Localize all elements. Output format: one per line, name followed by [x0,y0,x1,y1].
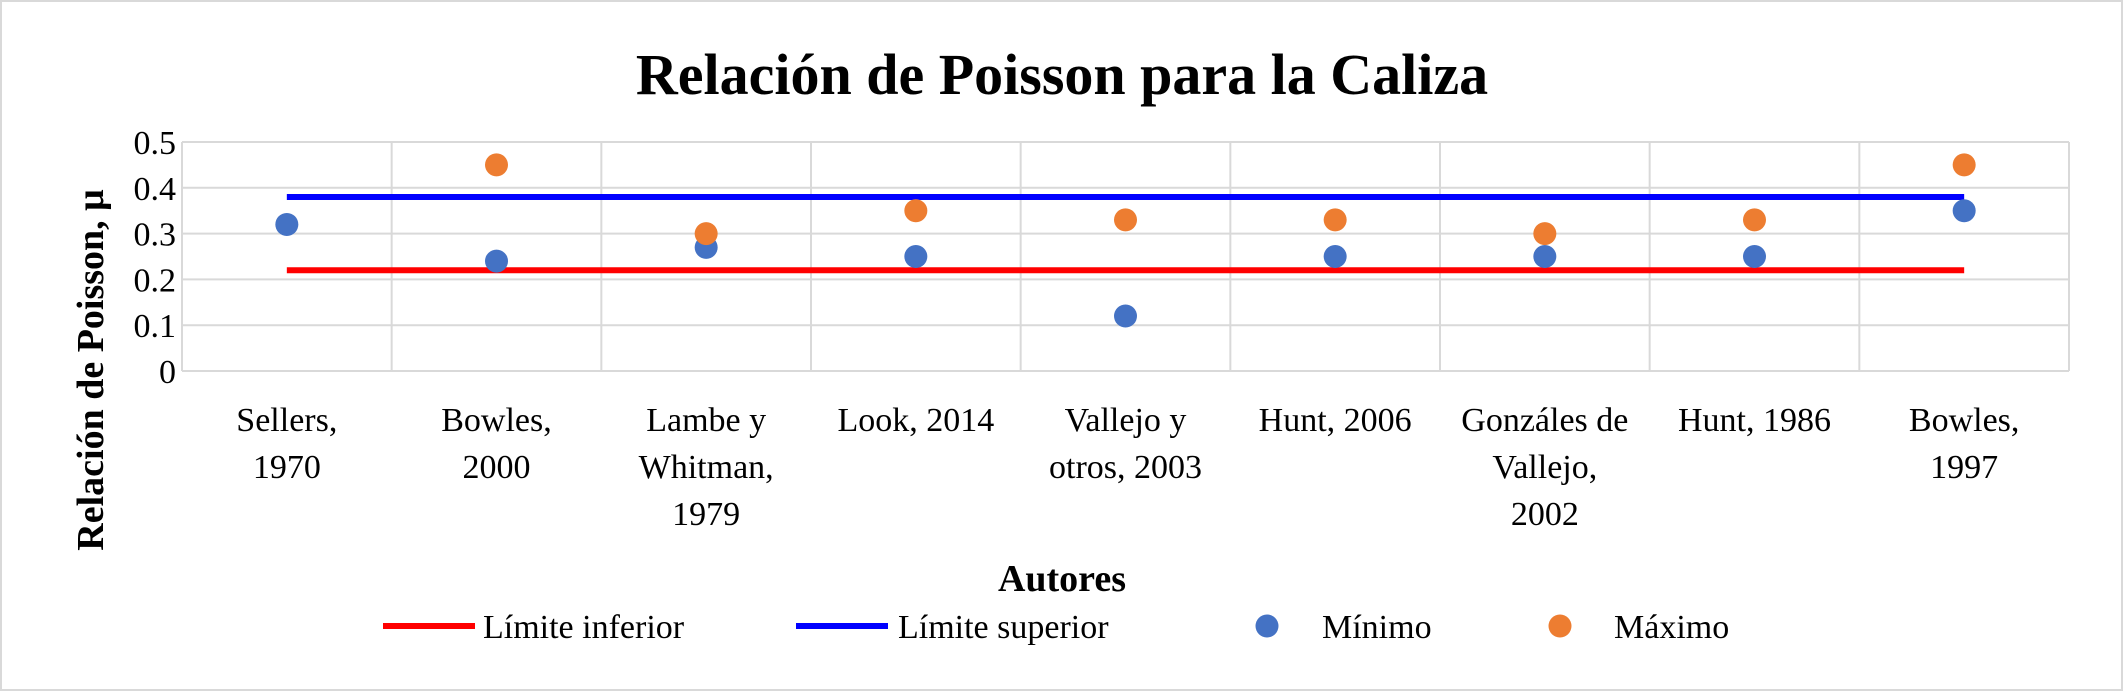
data-point [1743,245,1766,268]
data-point [1323,208,1347,232]
data-point [1533,222,1557,246]
legend-label: Límite inferior [483,609,685,646]
data-point [1952,153,1976,177]
x-tick-label-line: 1979 [672,496,740,533]
legend-label: Mínimo [1322,609,1432,646]
x-tick-label-line: Vallejo, [1492,449,1597,486]
data-point [485,153,508,177]
legend-entry: Máximo [1548,609,1729,646]
x-tick-label-line: 2000 [463,449,531,486]
legend: Límite inferior Límite superior Mínimo Máxi… [383,609,1729,646]
y-axis-title: Relación de Poisson, μ [70,189,112,551]
legend-swatch [1548,614,1572,638]
data-point [1743,208,1766,232]
data-point [1952,199,1976,223]
y-tick-label: 0.1 [134,308,177,345]
data-point [1533,245,1557,268]
plot-series [275,153,1976,328]
legend-entry: Mínimo [1255,609,1432,646]
x-tick-label: Look, 2014 [837,402,994,439]
x-tick-label: Vallejo y otros, 2003 [1049,402,1202,486]
x-tick-label-line: 1970 [253,449,321,486]
x-tick-label-line: 2002 [1511,496,1579,533]
chart-title: Relación de Poisson para la Caliza [636,42,1488,107]
legend-entry: Límite superior [796,609,1109,646]
x-tick-label: Bowles, 2000 [441,402,552,486]
x-tick-label-line: Bowles, [441,402,552,439]
x-tick-label-line: otros, 2003 [1049,449,1202,486]
y-tick-label: 0.3 [134,217,177,254]
x-tick-label-line: Vallejo y [1065,402,1187,439]
y-tick-labels: 0 0.1 0.2 0.3 0.4 0.5 [134,125,177,391]
legend-swatch [1255,614,1279,638]
data-point [1323,245,1347,268]
x-tick-label: Sellers, 1970 [236,402,337,486]
data-point [904,245,928,268]
x-tick-label-line: Hunt, 1986 [1678,402,1831,439]
x-tick-label-line: 1997 [1930,449,1998,486]
gridlines [181,141,2070,372]
data-point [694,222,718,246]
data-point [904,199,928,223]
legend-label: Máximo [1614,609,1729,646]
x-tick-label: Lambe y Whitman, 1979 [639,402,774,533]
x-tick-label-line: Bowles, [1909,402,2020,439]
y-tick-label: 0.2 [134,262,177,299]
x-tick-label-line: Hunt, 2006 [1259,402,1412,439]
data-point [1114,304,1137,328]
data-point [485,249,508,273]
x-tick-label: Hunt, 2006 [1259,402,1412,439]
series [485,153,1976,246]
legend-label: Límite superior [898,609,1109,646]
x-tick-label: Gonzáles de Vallejo, 2002 [1461,402,1628,533]
y-tick-label: 0 [159,354,176,391]
x-axis-title: Autores [998,558,1126,600]
x-tick-label: Hunt, 1986 [1678,402,1831,439]
x-tick-label-line: Whitman, [639,449,774,486]
x-tick-label-line: Lambe y [646,402,766,439]
x-tick-label-line: Look, 2014 [837,402,994,439]
x-tick-label-line: Gonzáles de [1461,402,1628,439]
y-tick-label: 0.4 [134,171,177,208]
data-point [275,212,299,236]
data-point [1114,208,1137,232]
y-tick-label: 0.5 [134,125,177,162]
x-tick-label-line: Sellers, [236,402,337,439]
legend-entry: Límite inferior [383,609,685,646]
x-tick-labels: Sellers, 1970 Bowles, 2000 Lambe y Whitman, 19… [236,402,2019,533]
x-tick-label: Bowles, 1997 [1909,402,2020,486]
